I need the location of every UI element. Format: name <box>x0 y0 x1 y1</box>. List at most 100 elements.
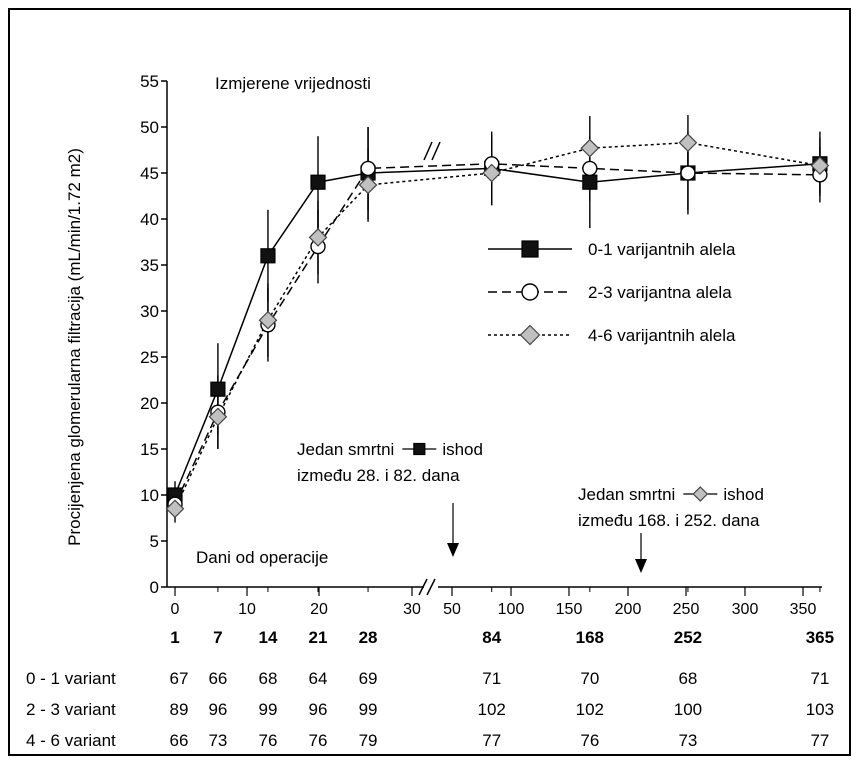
table-cell: 66 <box>208 669 227 688</box>
x-tick-label: 50 <box>443 601 461 618</box>
table-cell: 69 <box>359 669 378 688</box>
event-arrow-head <box>635 559 647 573</box>
series-line <box>174 163 820 505</box>
table-cell: 79 <box>359 731 378 750</box>
table-cell: 76 <box>580 731 599 750</box>
event-text-suffix: ishod <box>723 485 764 504</box>
table-cell: 102 <box>576 700 604 719</box>
y-tick-label: 55 <box>140 72 159 91</box>
curve-break-mark <box>423 141 433 161</box>
legend-marker <box>519 324 541 346</box>
y-tick-label: 30 <box>140 302 159 321</box>
event-marker <box>692 486 709 502</box>
x-day-label: 28 <box>359 628 378 647</box>
x-day-label: 84 <box>482 628 501 647</box>
table-cell: 64 <box>309 669 328 688</box>
data-point <box>260 248 276 264</box>
y-tick-label: 15 <box>140 440 159 459</box>
data-point <box>482 163 502 183</box>
data-point <box>580 138 600 158</box>
y-tick-label: 45 <box>140 164 159 183</box>
x-tick-label: 10 <box>238 601 256 618</box>
table-cell: 99 <box>258 700 277 719</box>
x-tick-label: 250 <box>673 601 700 618</box>
data-point <box>308 228 328 247</box>
x-tick-label: 350 <box>790 601 817 618</box>
data-point <box>208 407 228 427</box>
y-tick-label: 50 <box>140 118 159 137</box>
event-text-line2: između 168. i 252. dana <box>578 511 760 530</box>
event-text-line1: Jedan smrtni <box>297 440 394 459</box>
table-cell: 71 <box>810 669 829 688</box>
figure-frame <box>8 8 851 756</box>
data-point <box>310 174 326 190</box>
x-tick-label: 200 <box>615 601 642 618</box>
table-cell: 66 <box>170 731 189 750</box>
legend-label: 4-6 varijantnih alela <box>588 326 736 345</box>
y-tick-label: 25 <box>140 348 159 367</box>
table-row-label: 2 - 3 variant <box>26 700 116 719</box>
table-row-label: 0 - 1 variant <box>26 669 116 688</box>
x-day-label: 168 <box>576 628 604 647</box>
y-tick-label: 10 <box>140 486 159 505</box>
legend-label: 0-1 varijantnih alela <box>588 240 736 259</box>
x-day-label: 365 <box>806 628 834 647</box>
x-tick-label: 0 <box>171 601 180 618</box>
data-point <box>582 174 598 190</box>
table-row-label: 4 - 6 variant <box>26 731 116 750</box>
table-cell: 71 <box>482 669 501 688</box>
y-tick-label: 20 <box>140 394 159 413</box>
table-cell: 76 <box>309 731 328 750</box>
table-cell: 99 <box>359 700 378 719</box>
data-point <box>210 381 226 397</box>
data-point <box>582 160 598 177</box>
x-day-label: 252 <box>674 628 702 647</box>
curve-break-mark <box>431 141 441 161</box>
x-day-label: 14 <box>258 628 277 647</box>
x-day-label: 21 <box>309 628 328 647</box>
y-tick-label: 0 <box>150 578 159 597</box>
x-tick-label: 100 <box>498 601 525 618</box>
table-cell: 67 <box>170 669 189 688</box>
event-text-line2: između 28. i 82. dana <box>297 466 460 485</box>
table-cell: 73 <box>208 731 227 750</box>
table-cell: 68 <box>258 669 277 688</box>
table-cell: 89 <box>170 700 189 719</box>
table-cell: 103 <box>806 700 834 719</box>
table-cell: 77 <box>810 731 829 750</box>
x-axis-break-mark <box>426 578 436 596</box>
y-tick-label: 35 <box>140 256 159 275</box>
table-cell: 76 <box>258 731 277 750</box>
legend-marker <box>521 283 539 301</box>
data-point <box>358 175 378 195</box>
table-cell: 77 <box>482 731 501 750</box>
data-point <box>258 310 278 330</box>
legend-marker <box>521 240 539 258</box>
legend-label: 2-3 varijantna alela <box>588 283 732 302</box>
table-cell: 73 <box>678 731 697 750</box>
y-tick-label: 5 <box>150 532 159 551</box>
event-text-suffix: ishod <box>442 440 483 459</box>
x-tick-label: 30 <box>403 601 421 618</box>
y-axis-label: Procijenjena glomerularna filtracija (mL… <box>65 148 84 546</box>
table-cell: 96 <box>309 700 328 719</box>
y-tick-label: 40 <box>140 210 159 229</box>
x-tick-label: 150 <box>556 601 583 618</box>
event-text-line1: Jedan smrtni <box>578 485 675 504</box>
data-point <box>678 133 698 152</box>
x-axis-break-mark <box>418 578 428 596</box>
table-cell: 68 <box>678 669 697 688</box>
x-tick-label: 300 <box>732 601 759 618</box>
data-point <box>360 160 376 177</box>
x-day-label: 1 <box>170 628 179 647</box>
table-cell: 70 <box>580 669 599 688</box>
data-point <box>165 499 185 519</box>
table-cell: 102 <box>478 700 506 719</box>
table-cell: 96 <box>208 700 227 719</box>
x-day-label: 7 <box>213 628 222 647</box>
annotation-measured-values: Izmjerene vrijednosti <box>215 74 371 93</box>
data-point <box>810 156 830 175</box>
data-point <box>680 165 696 181</box>
x-tick-label: 20 <box>310 601 328 618</box>
